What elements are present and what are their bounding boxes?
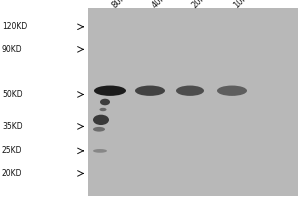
Ellipse shape: [93, 127, 105, 132]
Ellipse shape: [217, 86, 247, 96]
Text: 80ng: 80ng: [110, 0, 131, 10]
Text: 40ng: 40ng: [150, 0, 171, 10]
Ellipse shape: [135, 86, 165, 96]
Text: 20KD: 20KD: [2, 169, 22, 178]
Text: 35KD: 35KD: [2, 122, 22, 131]
Bar: [88, 8, 298, 196]
Text: 120KD: 120KD: [2, 22, 27, 31]
Ellipse shape: [100, 99, 110, 105]
Text: 90KD: 90KD: [2, 45, 22, 54]
Text: 25KD: 25KD: [2, 146, 22, 155]
Ellipse shape: [94, 86, 126, 96]
Ellipse shape: [100, 108, 106, 111]
Ellipse shape: [93, 149, 107, 153]
Ellipse shape: [93, 115, 109, 125]
Text: 50KD: 50KD: [2, 90, 22, 99]
Ellipse shape: [176, 86, 204, 96]
Text: 20ng: 20ng: [190, 0, 212, 10]
Text: 10ng: 10ng: [232, 0, 254, 10]
